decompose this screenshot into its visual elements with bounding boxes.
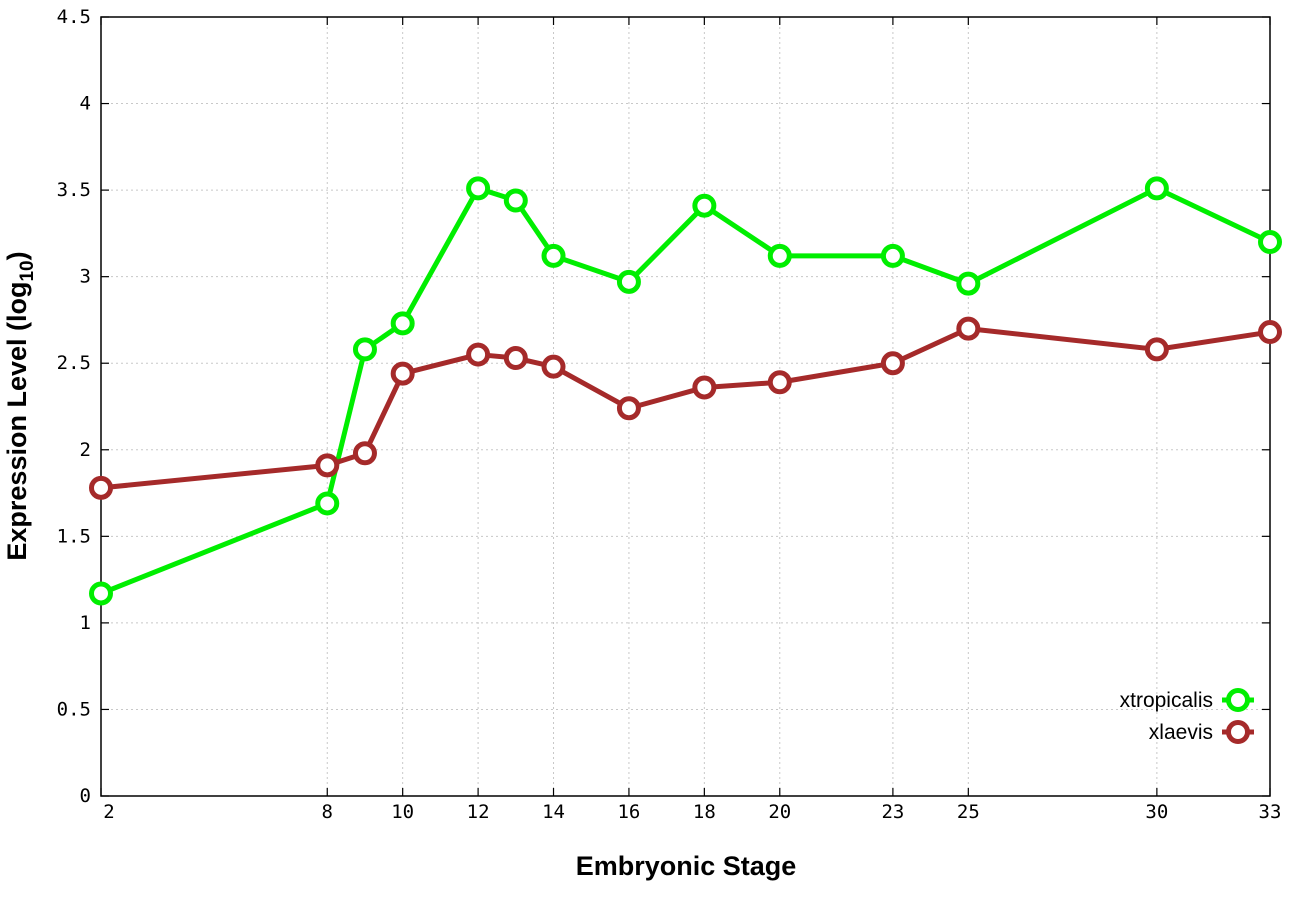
data-point xyxy=(1258,320,1282,345)
legend-label: xlaevis xyxy=(1149,721,1213,744)
legend-marker xyxy=(1226,720,1250,744)
data-point xyxy=(767,243,792,268)
x-tick-label: 10 xyxy=(391,801,414,823)
legend-marker xyxy=(1226,688,1250,712)
data-point xyxy=(352,441,377,466)
legend-label: xtropicalis xyxy=(1120,689,1213,712)
x-tick-label: 33 xyxy=(1259,801,1282,823)
x-tick-label: 2 xyxy=(103,801,114,823)
data-point xyxy=(503,346,528,371)
data-point xyxy=(390,361,415,386)
x-tick-label: 8 xyxy=(322,801,333,823)
series-layer xyxy=(89,176,1282,606)
y-tick-label: 1.5 xyxy=(57,525,91,547)
y-axis-title: Expression Level (log10) xyxy=(2,251,38,560)
x-tick-label: 30 xyxy=(1145,801,1168,823)
y-axis-title-subscript: 10 xyxy=(17,260,38,281)
y-tick-label: 2.5 xyxy=(57,352,91,374)
y-tick-label: 4.5 xyxy=(57,6,91,28)
data-point xyxy=(466,176,491,201)
legend: xtropicalis xlaevis xyxy=(1120,688,1254,744)
y-tick-label: 4 xyxy=(80,93,91,115)
x-tick-label: 25 xyxy=(957,801,980,823)
series-xtropicalis xyxy=(89,176,1282,606)
data-point xyxy=(692,375,717,400)
data-point xyxy=(880,243,905,268)
data-point xyxy=(390,311,415,336)
x-tick-label: 18 xyxy=(693,801,716,823)
plot-frame xyxy=(100,16,1271,797)
grid xyxy=(101,17,1270,796)
data-point xyxy=(315,453,340,478)
data-point xyxy=(616,269,641,294)
y-tick-label: 2 xyxy=(80,439,91,461)
y-tick-label: 3 xyxy=(80,266,91,288)
data-point xyxy=(692,193,717,218)
series-xlaevis xyxy=(89,316,1282,500)
data-point xyxy=(767,370,792,395)
data-point xyxy=(616,396,641,421)
y-axis-title-end: ) xyxy=(2,251,32,260)
data-point xyxy=(503,188,528,213)
x-axis-title: Embryonic Stage xyxy=(576,851,797,881)
axis-ticks: 0 0.5 1 1.5 2 2.5 3 3.5 4 4.5 2 8 10 12 14 16 18 20 23 25 30… xyxy=(57,6,1282,823)
data-point xyxy=(89,475,113,500)
legend-item-xlaevis: xlaevis xyxy=(1149,720,1254,744)
x-tick-label: 20 xyxy=(768,801,791,823)
data-point xyxy=(880,351,905,376)
data-point xyxy=(1144,176,1169,201)
legend-item-xtropicalis: xtropicalis xyxy=(1120,688,1254,712)
data-point xyxy=(89,581,113,606)
y-tick-label: 3.5 xyxy=(57,179,91,201)
x-tick-label: 14 xyxy=(542,801,565,823)
x-tick-label: 12 xyxy=(467,801,490,823)
y-axis-title-main: Expression Level (log xyxy=(2,282,32,561)
data-point xyxy=(956,271,981,296)
data-point xyxy=(541,354,566,379)
data-point xyxy=(315,491,340,516)
series-line xyxy=(100,326,1271,491)
x-tick-label: 23 xyxy=(881,801,904,823)
data-point xyxy=(1258,230,1282,255)
x-tick-label: 16 xyxy=(617,801,640,823)
y-tick-label: 0.5 xyxy=(57,698,91,720)
data-point xyxy=(541,243,566,268)
y-tick-label: 0 xyxy=(80,785,91,807)
data-point xyxy=(1144,337,1169,362)
data-point xyxy=(352,337,377,362)
data-point xyxy=(956,316,981,341)
y-tick-label: 1 xyxy=(80,612,91,634)
data-point xyxy=(466,342,491,367)
